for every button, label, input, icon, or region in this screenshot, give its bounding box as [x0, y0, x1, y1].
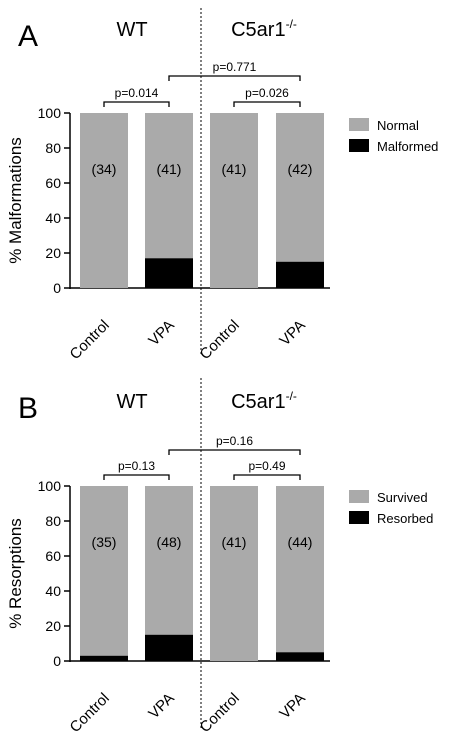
significance-bracket	[103, 474, 170, 480]
group-label: C5ar1-/-	[231, 17, 297, 41]
bar-n-label: (48)	[157, 534, 182, 550]
legend-label: Survived	[377, 490, 428, 505]
bar-segment-survived	[210, 486, 258, 661]
bar-segment-normal	[210, 113, 258, 288]
y-tick-label: 60	[45, 175, 61, 191]
bar-segment-survived	[276, 486, 324, 653]
y-tick-label: 20	[45, 245, 61, 261]
bar-segment-normal	[276, 113, 324, 262]
group-label-base: C5ar1	[231, 391, 285, 413]
p-value-label: p=0.771	[213, 60, 257, 74]
p-value-label: p=0.16	[216, 434, 253, 448]
chart-panel-b: B WT C5ar1-/- 0 20 40 60 80 100 % Resorptions (35)…	[6, 378, 433, 731]
y-tick-label: 40	[45, 210, 61, 226]
y-axis-label: % Malformations	[6, 137, 25, 264]
legend-swatch-normal	[349, 118, 369, 131]
x-category-label: VPA	[276, 317, 308, 349]
bar-segment-normal	[80, 113, 128, 288]
y-tick-label: 80	[45, 140, 61, 156]
legend-label: Resorbed	[377, 511, 433, 526]
bar-segment-normal	[145, 113, 193, 259]
bar-segment-resorbed	[276, 652, 324, 661]
p-value-label: p=0.13	[118, 459, 155, 473]
bar-segment-resorbed	[80, 655, 128, 661]
significance-bracket	[233, 474, 301, 480]
significance-bracket	[168, 75, 301, 81]
legend-swatch-survived	[349, 490, 369, 503]
legend-swatch-malformed	[349, 139, 369, 152]
chart-panel-a: A WT C5ar1-/- 0 20 40 60 80 100 % Malformations (3…	[6, 8, 438, 363]
bar-n-label: (44)	[288, 534, 313, 550]
bar-n-label: (41)	[222, 161, 247, 177]
group-label: WT	[116, 19, 147, 41]
bar-n-label: (42)	[288, 161, 313, 177]
y-tick-label: 0	[53, 653, 61, 669]
group-label-superscript: -/-	[286, 17, 297, 31]
x-category-label: Control	[197, 690, 243, 731]
y-axis-label: % Resorptions	[6, 518, 25, 629]
bar-segment-survived	[80, 486, 128, 656]
bar-segment-resorbed	[145, 634, 193, 661]
panel-letter: B	[18, 392, 38, 425]
y-tick-label: 20	[45, 618, 61, 634]
y-tick-label: 0	[53, 280, 61, 296]
p-value-label: p=0.014	[115, 86, 159, 100]
bar-segment-malformed	[145, 258, 193, 288]
y-tick-label: 100	[38, 478, 62, 494]
significance-bracket	[168, 449, 301, 455]
bar-n-label: (34)	[92, 161, 117, 177]
x-category-label: Control	[197, 317, 243, 363]
p-value-label: p=0.026	[245, 86, 289, 100]
group-label-base: C5ar1	[231, 19, 285, 41]
bar-n-label: (35)	[92, 534, 117, 550]
legend-swatch-resorbed	[349, 511, 369, 524]
x-category-label: Control	[67, 690, 113, 731]
legend-label: Malformed	[377, 139, 438, 154]
group-label: C5ar1-/-	[231, 389, 297, 413]
p-value-label: p=0.49	[248, 459, 285, 473]
panel-letter: A	[18, 20, 38, 53]
significance-bracket	[103, 101, 170, 107]
x-category-label: VPA	[145, 690, 177, 722]
significance-bracket	[233, 101, 301, 107]
group-label: WT	[116, 391, 147, 413]
y-tick-label: 60	[45, 548, 61, 564]
x-category-label: VPA	[145, 317, 177, 349]
x-category-label: VPA	[276, 690, 308, 722]
y-tick-label: 80	[45, 513, 61, 529]
bar-segment-survived	[145, 486, 193, 635]
y-tick-label: 100	[38, 105, 62, 121]
bar-n-label: (41)	[222, 534, 247, 550]
group-label-superscript: -/-	[286, 389, 297, 403]
y-tick-label: 40	[45, 583, 61, 599]
bar-n-label: (41)	[157, 161, 182, 177]
legend-label: Normal	[377, 118, 419, 133]
bar-segment-malformed	[276, 261, 324, 288]
x-category-label: Control	[67, 317, 113, 363]
